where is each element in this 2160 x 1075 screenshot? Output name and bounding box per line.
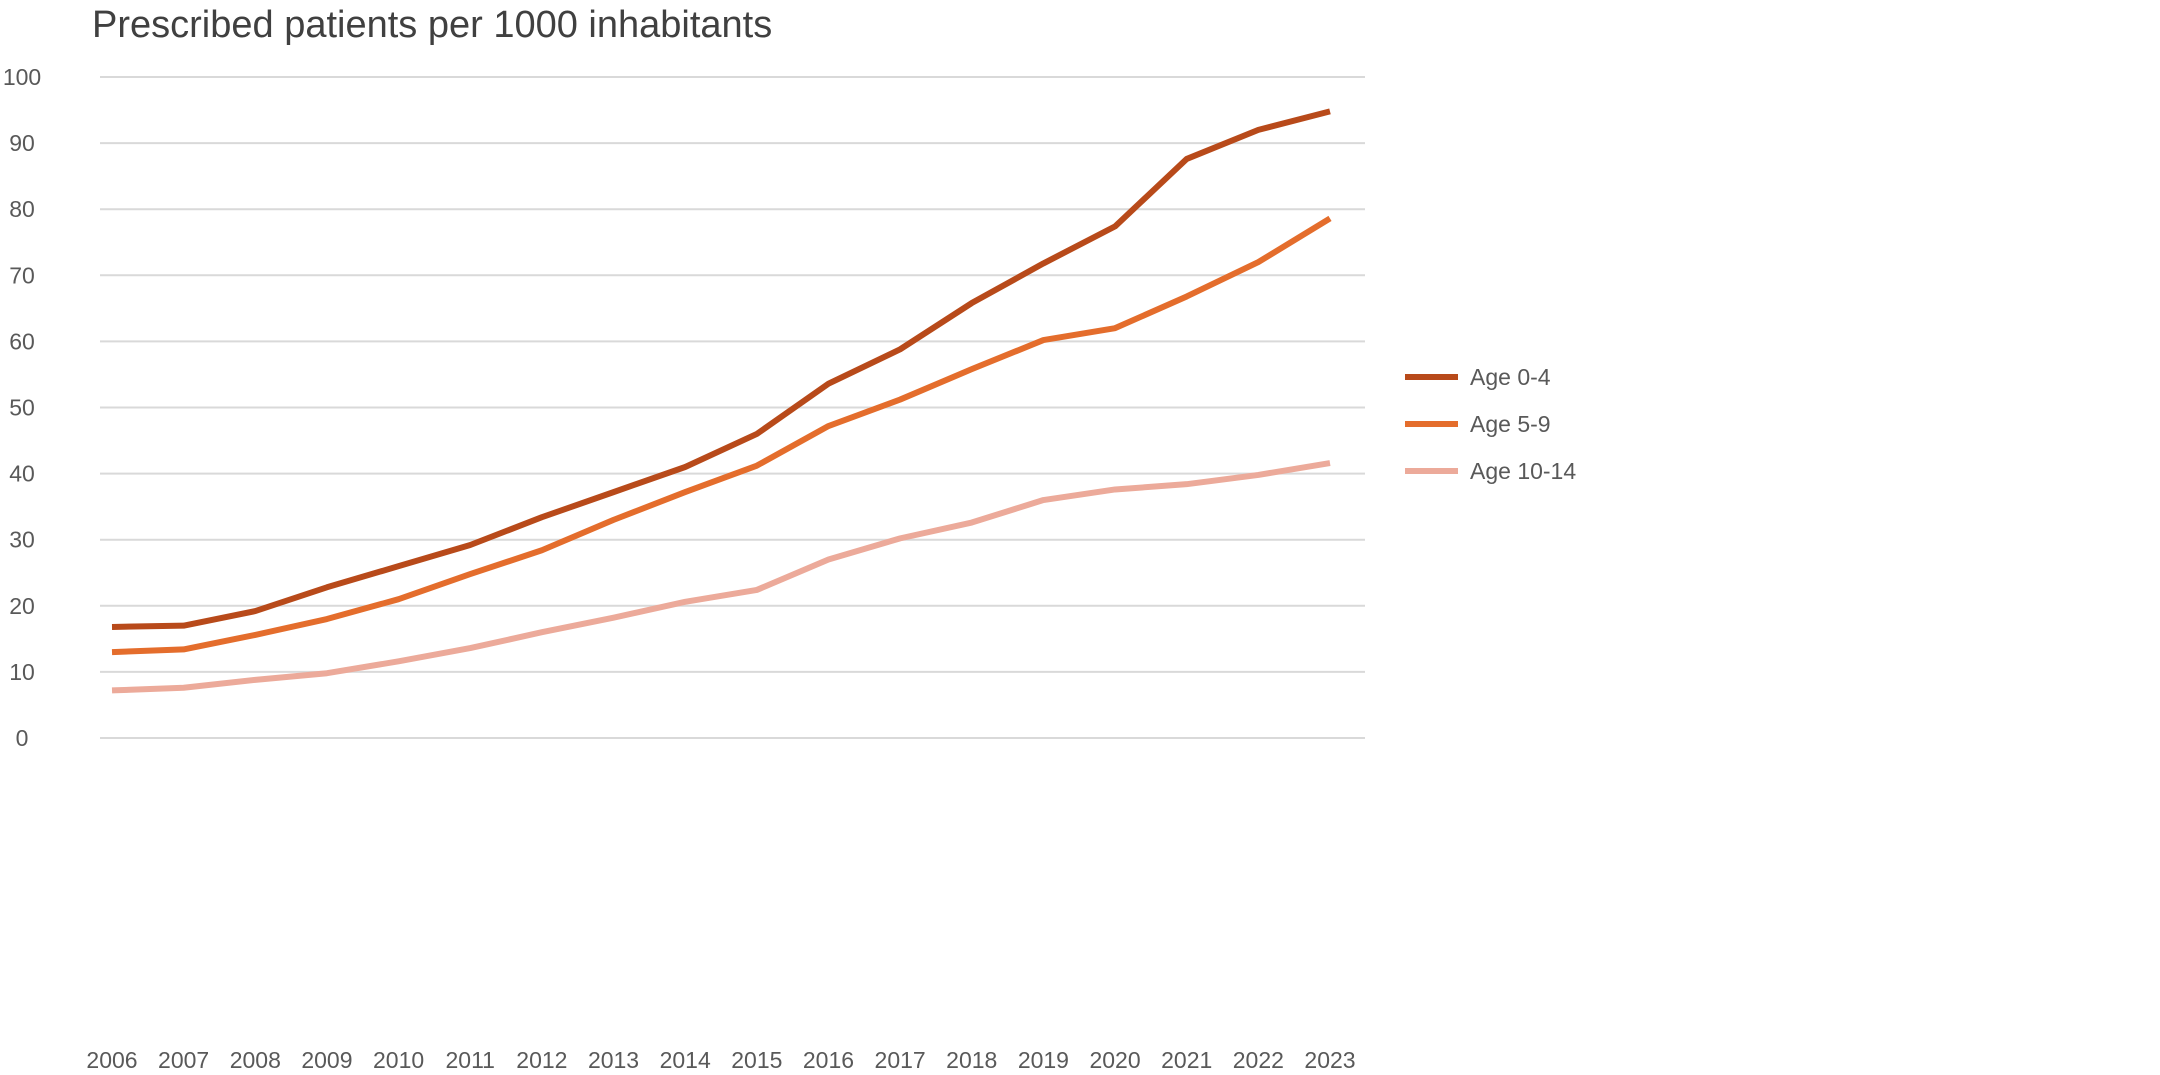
y-tick-label: 100 [3,64,41,90]
y-tick-label: 90 [9,130,35,156]
y-tick-label: 0 [16,725,29,751]
series-lines [111,108,1332,694]
y-tick-label: 20 [9,593,35,619]
x-tick-label: 2019 [1018,1047,1069,1073]
legend-label: Age 10-14 [1470,458,1576,484]
series-line-age-5-9 [111,215,1332,656]
x-tick-label: 2017 [875,1047,926,1073]
x-tick-label: 2006 [86,1047,137,1073]
x-tick-label: 2022 [1233,1047,1284,1073]
y-tick-label: 30 [9,527,35,553]
legend-label: Age 0-4 [1470,364,1551,390]
y-axis-tick-labels: 0 10 20 30 40 50 60 70 80 90 100 [3,64,41,751]
y-tick-label: 80 [9,196,35,222]
x-tick-label: 2014 [660,1047,711,1073]
chart-title: Prescribed patients per 1000 inhabitants [92,4,773,46]
x-tick-label: 2012 [516,1047,567,1073]
y-tick-label: 70 [9,262,35,288]
x-axis-tick-labels: 2006 2007 2008 2009 2010 2011 2012 2013 2014 2015… [86,1047,1355,1073]
y-tick-label: 50 [9,395,35,421]
series-line-age-0-4 [111,108,1331,630]
x-tick-label: 2021 [1161,1047,1212,1073]
y-tick-label: 60 [9,328,35,354]
y-tick-label: 10 [9,659,35,685]
x-tick-label: 2015 [731,1047,782,1073]
x-tick-label: 2013 [588,1047,639,1073]
series-line-age-10-14 [111,460,1331,694]
gridlines [100,76,1365,739]
x-tick-label: 2018 [946,1047,997,1073]
x-tick-label: 2016 [803,1047,854,1073]
x-tick-label: 2020 [1089,1047,1140,1073]
x-tick-label: 2009 [301,1047,352,1073]
x-tick-label: 2008 [230,1047,281,1073]
x-tick-label: 2010 [373,1047,424,1073]
y-tick-label: 40 [9,461,35,487]
x-tick-label: 2007 [158,1047,209,1073]
x-tick-label: 2011 [446,1047,495,1073]
x-tick-label: 2023 [1304,1047,1355,1073]
legend: Age 0-4 Age 5-9 Age 10-14 [1405,364,1576,484]
legend-label: Age 5-9 [1470,411,1551,437]
